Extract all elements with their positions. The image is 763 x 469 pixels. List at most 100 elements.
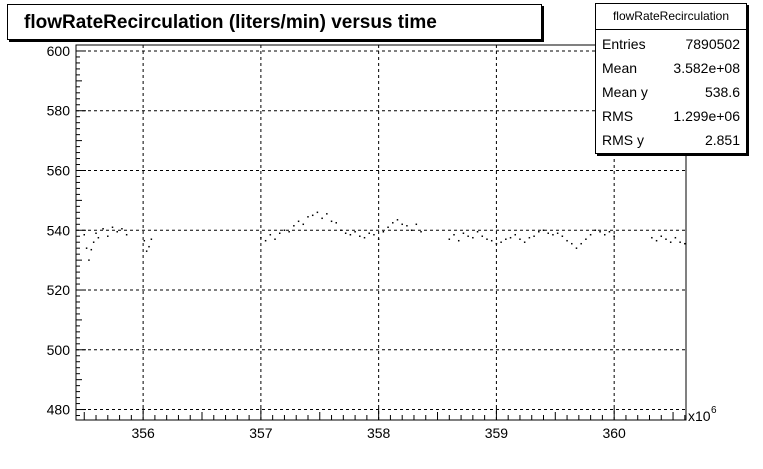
data-point xyxy=(561,235,564,237)
data-point xyxy=(655,239,658,242)
data-point xyxy=(556,232,559,234)
data-point xyxy=(363,236,366,239)
data-point xyxy=(88,259,90,261)
data-point xyxy=(148,245,150,248)
data-point xyxy=(457,239,460,242)
data-point xyxy=(278,232,281,234)
data-point xyxy=(307,216,309,218)
data-point xyxy=(528,236,531,239)
data-point xyxy=(269,233,272,236)
data-point xyxy=(674,236,677,239)
data-point xyxy=(349,233,352,236)
data-point xyxy=(481,235,484,237)
x-tick-label: 359 xyxy=(485,425,509,441)
data-point xyxy=(293,225,295,227)
x-tick-label: 356 xyxy=(131,425,155,441)
data-point xyxy=(121,228,123,230)
data-point xyxy=(679,241,681,243)
data-point xyxy=(377,238,380,240)
data-point xyxy=(111,226,114,229)
data-point xyxy=(462,232,465,234)
x-exponent-label: x10 xyxy=(688,408,711,424)
data-point xyxy=(354,231,356,233)
data-point xyxy=(594,229,597,232)
stats-label: Mean xyxy=(602,60,638,76)
data-point xyxy=(387,226,389,229)
stats-box: flowRateRecirculation Entries 7890502 Me… xyxy=(595,3,747,154)
stats-value: 7890502 xyxy=(685,36,740,52)
data-point xyxy=(665,238,667,240)
data-point xyxy=(340,229,342,232)
data-point xyxy=(476,231,479,233)
data-point xyxy=(116,231,118,233)
data-point xyxy=(448,238,451,240)
chart-title: flowRateRecirculation (liters/min) versu… xyxy=(24,12,437,33)
data-point xyxy=(684,242,686,245)
x-tick-label: 357 xyxy=(249,425,273,441)
x-tick-label: 360 xyxy=(602,425,626,441)
data-point xyxy=(102,228,104,230)
data-point xyxy=(571,242,573,245)
y-tick-label: 540 xyxy=(47,222,71,238)
data-point xyxy=(335,222,338,224)
data-point xyxy=(538,231,540,233)
data-point xyxy=(95,232,97,234)
x-tick-label: 358 xyxy=(367,425,391,441)
y-tick-label: 480 xyxy=(47,402,71,418)
data-point xyxy=(85,247,88,249)
data-point xyxy=(589,233,592,236)
data-point xyxy=(401,223,403,226)
stats-label: Mean y xyxy=(602,84,648,100)
data-point xyxy=(566,239,568,242)
data-point xyxy=(283,229,286,232)
data-point xyxy=(495,242,498,245)
data-point xyxy=(533,235,535,237)
data-point xyxy=(599,231,601,233)
data-point xyxy=(585,238,587,240)
data-point xyxy=(608,231,611,233)
data-point xyxy=(547,232,549,234)
data-point xyxy=(297,220,300,223)
stats-row-mean-y: Mean y 538.6 xyxy=(602,80,740,104)
data-point xyxy=(514,233,516,236)
data-point xyxy=(274,238,276,240)
data-point xyxy=(344,232,347,234)
data-point xyxy=(396,219,399,221)
stats-value: 3.582e+08 xyxy=(673,60,740,76)
data-point xyxy=(453,233,455,236)
data-point xyxy=(603,233,606,236)
data-point xyxy=(523,241,526,243)
y-tick-label: 580 xyxy=(47,103,71,119)
data-point xyxy=(316,211,319,214)
data-point xyxy=(552,233,554,236)
data-point xyxy=(410,229,413,232)
stats-value: 2.851 xyxy=(704,132,740,148)
data-point xyxy=(486,238,488,240)
data-point xyxy=(613,235,615,237)
data-point xyxy=(107,235,109,237)
data-point xyxy=(406,225,408,227)
data-point xyxy=(368,232,370,234)
data-point xyxy=(373,233,375,236)
stats-row-rms-y: RMS y 2.851 xyxy=(602,128,740,152)
stats-value: 538.6 xyxy=(704,84,740,100)
data-point xyxy=(669,241,672,243)
data-point xyxy=(505,238,507,240)
data-point xyxy=(92,241,95,243)
y-tick-label: 520 xyxy=(47,282,71,298)
y-tick-label: 500 xyxy=(47,342,71,358)
plot-frame xyxy=(75,44,687,421)
data-point xyxy=(145,250,148,252)
data-point xyxy=(651,236,653,239)
data-point xyxy=(311,214,314,217)
data-point xyxy=(472,236,474,239)
stats-row-rms: RMS 1.299e+06 xyxy=(602,104,740,128)
data-point xyxy=(490,239,493,242)
data-point xyxy=(392,222,394,224)
stats-value: 1.299e+06 xyxy=(673,108,740,124)
data-point xyxy=(326,213,328,215)
data-point xyxy=(509,236,512,239)
data-point xyxy=(150,238,153,240)
data-point xyxy=(660,235,663,237)
stats-row-entries: Entries 7890502 xyxy=(602,32,740,56)
